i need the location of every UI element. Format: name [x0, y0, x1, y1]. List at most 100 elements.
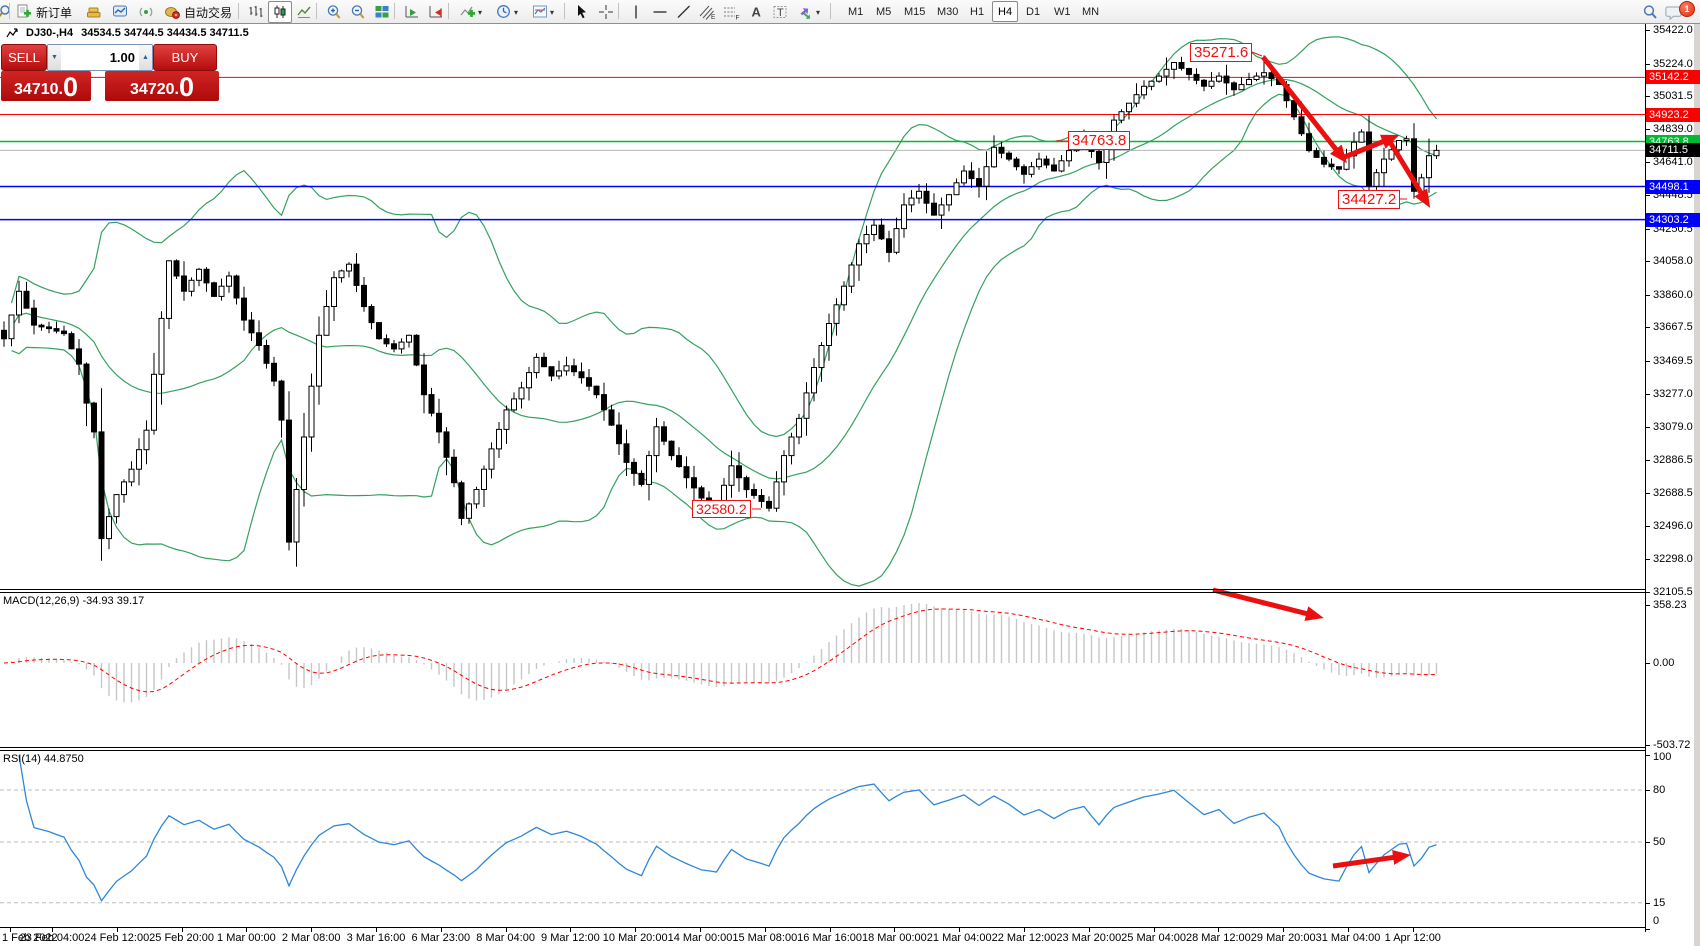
price-tick: [1645, 63, 1650, 65]
time-tick: [181, 927, 183, 932]
fibo-channel-tool-icon[interactable]: E: [696, 1, 720, 23]
price-tick: [1645, 592, 1650, 593]
macd-tick: [1645, 663, 1650, 664]
trend-arrows[interactable]: [752, 51, 1431, 869]
tile-windows-icon[interactable]: [370, 1, 394, 23]
price-axis-border: [1645, 23, 1646, 932]
timeframe-h1[interactable]: H1: [970, 5, 985, 18]
time-axis-label: 18 Mar 00:00: [861, 932, 927, 944]
time-tick: [1024, 927, 1025, 932]
buy-button[interactable]: BUY: [153, 44, 217, 71]
time-axis-label: 25 Feb 20:00: [149, 932, 215, 944]
bar-chart-icon[interactable]: [244, 1, 268, 23]
time-axis-label: 8 Mar 04:00: [476, 932, 535, 944]
rsi-tick: [1645, 790, 1650, 791]
separator: [9, 3, 10, 19]
buy-price-pip: 0: [178, 72, 194, 102]
timeframe-m5[interactable]: M5: [876, 5, 892, 18]
auto-scroll-icon[interactable]: [400, 1, 424, 23]
price-tick: [1645, 327, 1650, 329]
new-order-label[interactable]: 新订单: [36, 6, 73, 20]
separator: [316, 3, 317, 19]
svg-text:T: T: [777, 7, 784, 19]
text-tool-icon[interactable]: A: [744, 1, 768, 23]
zoom-in-icon[interactable]: [322, 1, 346, 23]
line-chart-icon[interactable]: [292, 1, 316, 23]
macd-label: MACD(12,26,9) -34.93 39.17: [3, 595, 145, 607]
separator: [394, 3, 395, 19]
price-tick: [1645, 393, 1650, 395]
sell-button[interactable]: SELL: [1, 44, 47, 71]
buy-price[interactable]: 34720. 0: [105, 71, 219, 101]
search-icon[interactable]: [1638, 1, 1662, 23]
time-tick: [10, 927, 11, 932]
text-label-tool-icon[interactable]: T: [768, 1, 792, 23]
price-tick: [1645, 261, 1650, 263]
signal-icon[interactable]: [134, 1, 158, 23]
lot-size-input[interactable]: [61, 45, 139, 70]
gold-icon[interactable]: [82, 1, 106, 23]
autotrade-icon[interactable]: [160, 1, 184, 23]
crosshair-icon[interactable]: [594, 1, 618, 23]
symbol-period: DJ30-,H4: [26, 27, 74, 39]
time-axis-line: [0, 927, 1645, 928]
candlestick-chart-icon[interactable]: [268, 1, 292, 23]
time-axis-label: 2 Mar 08:00: [281, 932, 341, 944]
time-tick: [570, 927, 572, 932]
time-tick: [829, 927, 831, 932]
main-macd-separator[interactable]: [0, 589, 1645, 590]
time-tick: [700, 927, 701, 932]
cursor-icon[interactable]: [570, 1, 594, 23]
sell-price[interactable]: 34710. 0: [1, 71, 91, 101]
timeframe-w1[interactable]: W1: [1054, 5, 1071, 18]
timeframe-m30[interactable]: M30: [937, 5, 959, 18]
time-tick: [1412, 927, 1414, 932]
main-macd-separator-2: [0, 592, 1645, 593]
templates-icon[interactable]: ▾: [526, 1, 560, 23]
svg-text:A: A: [752, 5, 762, 20]
macd-rsi-separator[interactable]: [0, 747, 1645, 748]
horizontal-line-tool-icon[interactable]: [648, 1, 672, 23]
rsi-panel[interactable]: [0, 755, 1645, 904]
lot-increase-button[interactable]: ▲: [139, 45, 152, 70]
time-tick: [52, 927, 53, 932]
arrows-tool-icon[interactable]: ▾: [792, 1, 826, 23]
time-axis-label: 31 Mar 04:00: [1315, 932, 1381, 944]
chart-header: DJ30-,H4 34534.5 34744.5 34434.5 34711.5: [6, 27, 249, 39]
rsi-axis-label: 0: [1653, 915, 1660, 927]
periods-icon[interactable]: ▾: [490, 1, 524, 23]
notification-badge[interactable]: 1: [1679, 1, 1695, 17]
annotation-low-32580[interactable]: 32580.2: [692, 500, 751, 518]
separator: [238, 3, 239, 19]
price-axis-label: 33469.5: [1653, 354, 1693, 367]
trendline-tool-icon[interactable]: [672, 1, 696, 23]
vertical-line-tool-icon[interactable]: [624, 1, 648, 23]
horizontal-level-lines[interactable]: [0, 76, 1645, 221]
rsi-tick: [1645, 755, 1650, 757]
time-axis-label: 24 Feb 12:00: [84, 932, 150, 944]
autotrade-label[interactable]: 自动交易: [184, 6, 233, 20]
timeframe-d1[interactable]: D1: [1026, 5, 1041, 18]
fibo-retracement-tool-icon[interactable]: F: [720, 1, 744, 23]
lot-decrease-button[interactable]: ▼: [48, 45, 61, 70]
annotation-low-34427[interactable]: 34427.2: [1338, 190, 1401, 209]
zoom-out-icon[interactable]: [346, 1, 370, 23]
timeframe-mn[interactable]: MN: [1082, 5, 1100, 18]
timeframe-m15[interactable]: M15: [904, 5, 926, 18]
price-marker-badge: 34498.1: [1646, 179, 1700, 194]
time-tick: [376, 927, 377, 932]
timeframe-h4[interactable]: H4: [992, 1, 1019, 22]
candlesticks: [1, 55, 1440, 567]
macd-panel[interactable]: [3, 603, 1438, 703]
new-order-icon[interactable]: [12, 1, 36, 23]
price-axis-label: 33667.5: [1653, 321, 1693, 334]
main-chart-panel[interactable]: [0, 36, 1645, 587]
annotation-pivot-34763[interactable]: 34763.8: [1068, 131, 1131, 150]
chart-shift-icon[interactable]: [424, 1, 448, 23]
timeframe-m1[interactable]: M1: [848, 5, 864, 18]
time-axis-label: 1 Feb 2022: [2, 932, 58, 944]
annotation-high-35271[interactable]: 35271.6: [1190, 43, 1253, 62]
market-watch-icon[interactable]: [108, 1, 132, 23]
indicators-icon[interactable]: ▾: [454, 1, 488, 23]
